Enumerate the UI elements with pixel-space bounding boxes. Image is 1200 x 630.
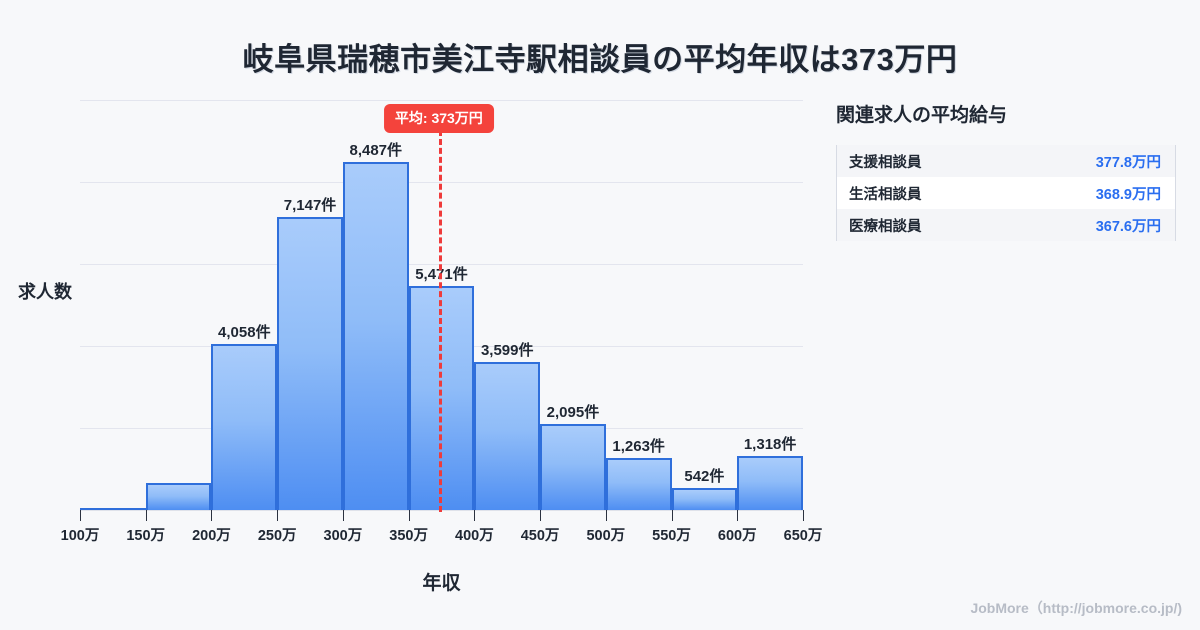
histogram-bar xyxy=(737,455,803,510)
x-axis-tick xyxy=(737,510,739,521)
histogram-bar xyxy=(80,508,146,510)
x-axis-tick xyxy=(80,510,81,521)
x-axis-tick-label: 650万 xyxy=(783,528,823,544)
gridline xyxy=(80,100,803,101)
x-axis-tick-label: 350万 xyxy=(389,528,428,544)
histogram-chart: 求人数 年収 4,058件 7,147件 8,487件 5,471件 3,599件 2,0… xyxy=(18,100,823,594)
x-axis-tick-label: 550万 xyxy=(652,528,691,544)
x-axis-tick xyxy=(342,510,344,521)
y-axis-title: 求人数 xyxy=(18,282,72,302)
histogram-bar xyxy=(540,424,606,510)
x-axis-title: 年収 xyxy=(422,573,461,594)
x-axis-tick xyxy=(803,510,804,521)
x-axis-tick-label: 150万 xyxy=(126,528,166,544)
table-row-value: 368.9万円 xyxy=(1095,186,1161,203)
table-row-label: 生活相談員 xyxy=(849,186,922,203)
histogram-bar xyxy=(474,362,541,510)
x-axis-tick-label: 400万 xyxy=(455,528,494,544)
x-axis-tick-label: 500万 xyxy=(586,528,626,544)
histogram-bar xyxy=(342,162,409,510)
x-axis-tick xyxy=(540,510,542,521)
x-axis-tick-label: 250万 xyxy=(257,528,297,544)
table-row-value: 367.6万円 xyxy=(1095,218,1161,235)
bar-value-label: 1,263件 xyxy=(612,438,665,456)
histogram-bar xyxy=(605,458,672,510)
watermark-footer: JobMore（http://jobmore.co.jp/) xyxy=(970,600,1182,616)
x-axis-tick xyxy=(211,510,213,521)
x-axis-tick xyxy=(671,510,673,521)
x-axis-tick xyxy=(474,510,476,521)
mean-badge: 平均: 373万円 xyxy=(383,104,494,133)
bar-value-label: 1,318件 xyxy=(743,435,797,453)
table-row: 医療相談員 367.6万円 xyxy=(837,209,1175,241)
table-row-value: 377.8万円 xyxy=(1095,154,1161,171)
table-row-label: 医療相談員 xyxy=(849,218,922,235)
bar-value-label: 4,058件 xyxy=(218,323,271,341)
x-axis-tick xyxy=(605,510,607,521)
histogram-bar xyxy=(277,216,343,510)
mean-line xyxy=(438,130,442,512)
table-row: 生活相談員 368.9万円 xyxy=(837,177,1175,209)
x-axis-tick-label: 100万 xyxy=(60,528,100,544)
bar-value-label: 3,599件 xyxy=(480,342,534,360)
bar-value-label: 2,095件 xyxy=(546,404,600,422)
plot-area xyxy=(80,100,803,511)
x-axis-tick xyxy=(145,510,147,521)
table-row-label: 支援相談員 xyxy=(849,154,922,171)
x-axis-tick xyxy=(277,510,279,521)
x-axis-tick-label: 600万 xyxy=(717,528,757,544)
related-salary-panel: 関連求人の平均給与 支援相談員 377.8万円生活相談員 368.9万円医療相談員 3… xyxy=(836,100,1176,241)
related-salary-table: 支援相談員 377.8万円生活相談員 368.9万円医療相談員 367.6万円 xyxy=(836,145,1176,241)
bar-value-label: 8,487件 xyxy=(349,142,403,160)
histogram-bar xyxy=(671,487,738,510)
histogram-bar xyxy=(211,343,278,510)
page-title: 岐阜県瑞穂市美江寺駅相談員の平均年収は373万円 xyxy=(242,42,958,77)
bar-value-label: 542件 xyxy=(684,467,725,485)
table-row: 支援相談員 377.8万円 xyxy=(837,145,1175,177)
x-axis-tick xyxy=(408,510,410,521)
x-axis-tick-label: 300万 xyxy=(323,528,363,544)
histogram-bar xyxy=(145,482,212,510)
x-axis-tick-label: 200万 xyxy=(192,528,231,544)
bar-value-label: 7,147件 xyxy=(283,196,337,214)
x-axis-tick-label: 450万 xyxy=(520,528,560,544)
related-salary-title: 関連求人の平均給与 xyxy=(836,105,1008,126)
